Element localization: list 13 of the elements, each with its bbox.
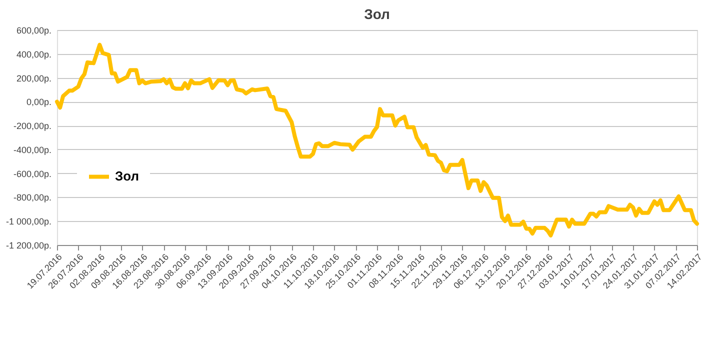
y-tick-label: 200,00р.	[16, 73, 52, 84]
y-tick-label: -200,00р.	[13, 121, 52, 132]
y-tick-label: -600,00р.	[13, 168, 52, 179]
y-tick-label: 600,00р.	[16, 26, 52, 36]
y-tick-label: -800,00р.	[13, 192, 52, 203]
chart-title: Зол	[364, 6, 390, 22]
line-series	[55, 42, 699, 238]
y-tick-label: 400,00р.	[16, 49, 52, 60]
y-tick-label: -1 200,00р.	[6, 240, 52, 250]
y-tick-label: -400,00р.	[13, 144, 52, 155]
y-tick-label: 0,00р.	[26, 97, 52, 108]
legend-label: Зол	[115, 168, 140, 184]
y-tick-label: -1 000,00р.	[6, 216, 52, 227]
